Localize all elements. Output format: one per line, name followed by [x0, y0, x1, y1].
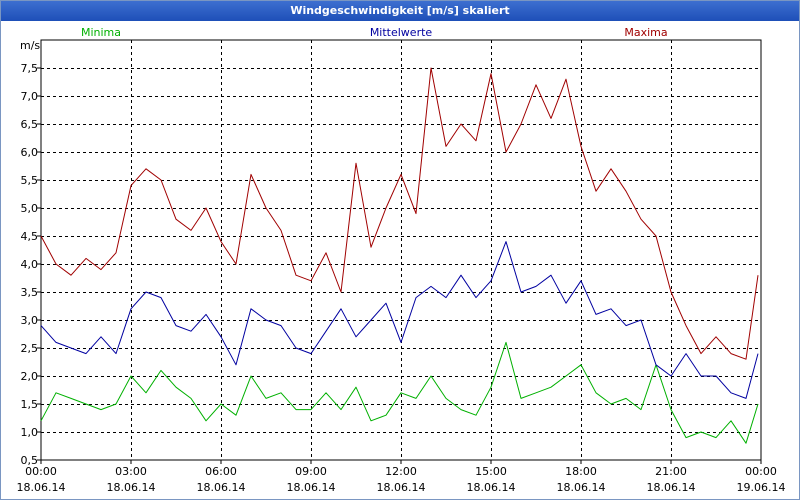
y-tick-label: 1,0: [21, 426, 39, 439]
x-tick-time: 15:00: [475, 465, 507, 478]
y-axis-ticks: 0,5 1,0 1,5 2,0 2,5 3,0 3,5 4,0 4,5 5,0 5,5 6,0 6,5 7…: [21, 62, 41, 467]
series-line-minima: [40, 341, 759, 444]
x-tick-date: 18.06.14: [107, 481, 156, 494]
window-title: Windgeschwindigkeit [m/s] skaliert: [1, 1, 799, 21]
y-tick-label: 1,5: [21, 398, 39, 411]
y-tick-label: 4,0: [21, 258, 39, 271]
x-tick-time: 21:00: [655, 465, 687, 478]
y-tick-label: 3,5: [21, 286, 39, 299]
x-tick-date: 18.06.14: [647, 481, 696, 494]
x-tick-time: 09:00: [295, 465, 327, 478]
y-tick-label: 0,5: [21, 454, 39, 467]
y-tick-label: 2,0: [21, 370, 39, 383]
x-tick-time: 18:00: [565, 465, 597, 478]
y-tick-label: 2,5: [21, 342, 39, 355]
x-axis-ticks: 00:00 18.06.14 03:00 18.06.14 06:00 18.06.14 0…: [17, 460, 786, 494]
y-tick-label: 5,0: [21, 202, 39, 215]
x-tick-date: 18.06.14: [377, 481, 426, 494]
series-line-mittelwerte: [40, 241, 759, 399]
x-tick-time: 06:00: [205, 465, 237, 478]
y-tick-label: 6,5: [21, 118, 39, 131]
series-line-maxima: [40, 67, 759, 360]
y-tick-label: 3,0: [21, 314, 39, 327]
y-tick-label: 4,5: [21, 230, 39, 243]
legend-maxima: Maxima: [624, 26, 667, 39]
x-tick-date: 18.06.14: [557, 481, 606, 494]
x-tick-date: 18.06.14: [197, 481, 246, 494]
x-tick-time: 03:00: [115, 465, 147, 478]
legend: Minima Mittelwerte Maxima: [81, 26, 668, 39]
x-tick-date: 19.06.14: [737, 481, 786, 494]
x-tick-date: 18.06.14: [467, 481, 516, 494]
y-tick-label: 7,0: [21, 90, 39, 103]
series-group: [40, 67, 759, 444]
x-tick-date: 18.06.14: [287, 481, 336, 494]
legend-mittelwerte: Mittelwerte: [370, 26, 433, 39]
y-axis-unit: m/s: [20, 39, 40, 52]
x-tick-date: 18.06.14: [17, 481, 66, 494]
wind-speed-chart: 0,5 1,0 1,5 2,0 2,5 3,0 3,5 4,0 4,5 5,0 5,5 6,0 6,5 7…: [17, 26, 786, 494]
y-tick-label: 7,5: [21, 62, 39, 75]
y-tick-label: 5,5: [21, 174, 39, 187]
x-tick-time: 12:00: [385, 465, 417, 478]
x-tick-time: 00:00: [745, 465, 777, 478]
legend-minima: Minima: [81, 26, 121, 39]
y-tick-label: 6,0: [21, 146, 39, 159]
x-tick-time: 00:00: [25, 465, 57, 478]
